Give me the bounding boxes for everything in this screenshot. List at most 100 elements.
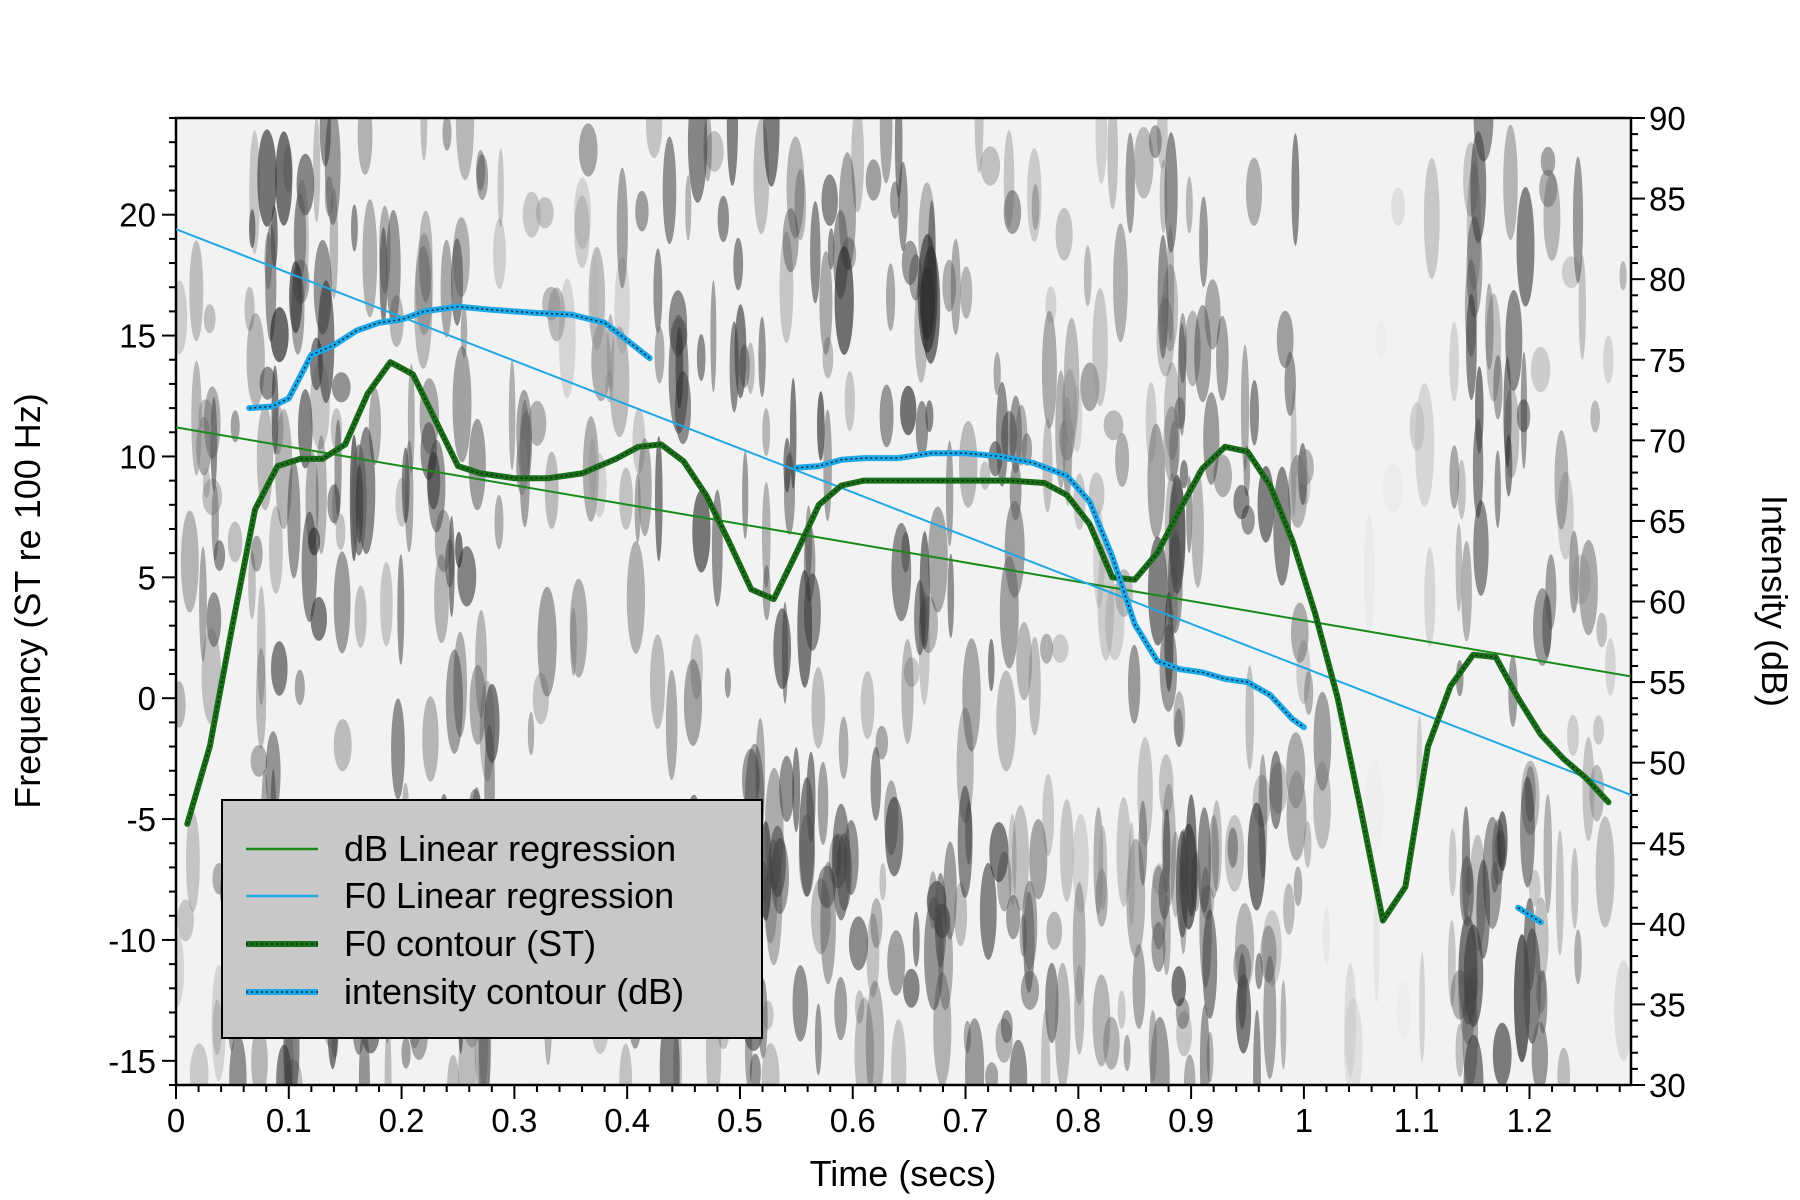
- spectrogram-blob: [1590, 400, 1600, 433]
- spectrogram-blob: [275, 409, 293, 530]
- spectrogram-blob: [1169, 420, 1179, 483]
- spectrogram-blob: [974, 118, 984, 174]
- spectrogram-blob: [1204, 279, 1221, 350]
- spectrogram-blob: [527, 400, 547, 446]
- spectrogram-blob: [962, 638, 981, 752]
- spectrogram-blob: [989, 822, 1009, 883]
- spectrogram-blob: [885, 796, 904, 877]
- spectrogram-blob: [1158, 754, 1174, 817]
- spectrogram-blob: [926, 880, 947, 922]
- spectrogram-blob: [1009, 1039, 1028, 1085]
- spectrogram-blob: [1286, 732, 1306, 809]
- spectrogram-blob: [794, 169, 807, 241]
- spectrogram-blob: [685, 175, 692, 241]
- spectrogram-blob: [988, 638, 995, 692]
- spectrogram-blob: [996, 670, 1017, 772]
- spectrogram-blob: [1557, 1047, 1570, 1085]
- legend-box: [221, 799, 763, 1039]
- spectrogram-blob: [1543, 173, 1561, 261]
- spectrogram-blob: [1505, 434, 1513, 497]
- spectrogram-blob: [1473, 118, 1494, 162]
- spectrogram-blob: [460, 306, 468, 358]
- spectrogram-blob: [1538, 970, 1548, 1034]
- spectrogram-blob: [1116, 797, 1131, 907]
- spectrogram-blob: [1163, 406, 1181, 482]
- spectrogram-blob: [668, 290, 688, 357]
- spectrogram-blob: [1578, 254, 1587, 360]
- y-axis-title: Frequency (ST re 100 Hz): [7, 393, 48, 809]
- spectrogram-blob: [1485, 293, 1502, 402]
- y2-tick-label: 40: [1649, 906, 1686, 943]
- series-intensity-contour-db: [1515, 904, 1544, 926]
- spectrogram-blob: [844, 371, 855, 432]
- spectrogram-blob: [287, 460, 301, 579]
- spectrogram-blob: [1157, 234, 1169, 359]
- spectrogram-blob: [1449, 445, 1460, 509]
- spectrogram-blob: [619, 1043, 633, 1085]
- spectrogram-blob: [942, 259, 956, 312]
- spectrogram-blob: [822, 336, 834, 379]
- spectrogram-blob: [1554, 430, 1569, 530]
- spectrogram-blob: [319, 118, 331, 167]
- spectrogram-blob: [1170, 831, 1181, 918]
- spectrogram-blob: [1269, 750, 1283, 830]
- x-tick-label: 1: [1295, 1102, 1313, 1139]
- spectrogram-blob: [1449, 321, 1459, 402]
- spectrogram-blob: [1054, 962, 1071, 1085]
- spectrogram-blob: [536, 197, 554, 229]
- spectrogram-blob: [662, 136, 677, 245]
- spectrogram-blob: [265, 223, 277, 342]
- spectrogram-blob: [769, 825, 786, 898]
- spectrogram-blob: [1184, 1054, 1196, 1085]
- spectrogram-blob: [244, 286, 255, 332]
- spectrogram-blob: [761, 1043, 780, 1085]
- y2-tick-label: 65: [1649, 503, 1686, 540]
- spectrogram-blob: [1028, 636, 1041, 736]
- spectrogram-blob: [1199, 1004, 1210, 1085]
- spectrogram-blob: [834, 976, 848, 1041]
- spectrogram-blob: [891, 1019, 907, 1085]
- spectrogram-blob: [293, 193, 307, 281]
- spectrogram-blob: [1128, 644, 1141, 724]
- spectrogram-blob: [1582, 736, 1595, 842]
- spectrogram-blob: [887, 930, 906, 996]
- spectrogram-blob: [1164, 362, 1180, 461]
- spectrogram-blob: [1164, 132, 1178, 253]
- x-tick-label: 1.2: [1507, 1102, 1553, 1139]
- spectrogram-blob: [354, 585, 367, 648]
- spectrogram-blob: [1466, 293, 1477, 400]
- y-tick-label: -15: [108, 1043, 156, 1080]
- spectrogram-blob: [1092, 288, 1108, 407]
- spectrogram-blob: [177, 899, 194, 942]
- spectrogram-blob: [1031, 184, 1040, 231]
- spectrogram-blob: [1255, 952, 1263, 990]
- spectrogram-blob: [1253, 1009, 1261, 1085]
- spectrogram-blob: [1019, 914, 1027, 957]
- spectrogram-blob: [457, 546, 477, 607]
- spectrogram-blob: [418, 210, 433, 303]
- spectrogram-blob: [1063, 317, 1080, 446]
- spectrogram-blob: [1235, 973, 1252, 1054]
- x-tick-label: 0: [167, 1102, 185, 1139]
- spectrogram-blob: [1363, 514, 1375, 633]
- spectrogram-blob: [1455, 1023, 1465, 1077]
- spectrogram-blob: [1009, 395, 1022, 474]
- spectrogram-blob: [1344, 963, 1357, 1077]
- spectrogram-blob: [1095, 868, 1108, 927]
- spectrogram-blob: [246, 313, 265, 407]
- y-tick-label: 10: [119, 438, 156, 475]
- spectrogram-blob: [1045, 962, 1059, 1044]
- spectrogram-blob: [330, 408, 342, 450]
- spectrogram-blob: [900, 385, 917, 436]
- spectrogram-blob: [1055, 208, 1073, 261]
- spectrogram-blob: [176, 931, 185, 1009]
- spectrogram-blob: [1117, 990, 1126, 1029]
- spectrogram-blob: [792, 965, 809, 1042]
- spectrogram-blob: [1574, 929, 1582, 985]
- spectrogram-blob: [817, 761, 829, 845]
- spectrogram-blob: [1003, 190, 1022, 235]
- y2-tick-label: 45: [1649, 825, 1686, 862]
- legend-label-db-regression: dB Linear regression: [344, 828, 676, 869]
- spectrogram-blob: [609, 326, 630, 438]
- spectrogram-blob: [1168, 475, 1186, 594]
